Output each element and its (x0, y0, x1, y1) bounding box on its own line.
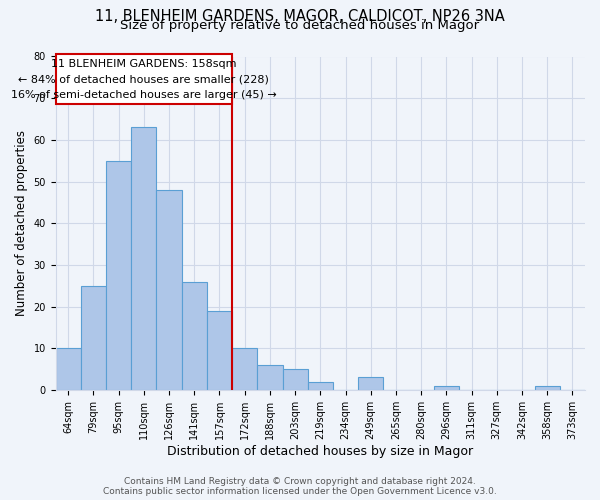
Bar (56, 348, 81, 390)
Bar (207, 310, 232, 390)
Text: Contains HM Land Registry data © Crown copyright and database right 2024.
Contai: Contains HM Land Registry data © Crown c… (103, 476, 497, 496)
Bar (257, 365, 283, 390)
Text: Size of property relative to detached houses in Magor: Size of property relative to detached ho… (121, 19, 479, 32)
Bar (232, 348, 257, 390)
Bar (283, 369, 308, 390)
Y-axis label: Number of detached properties: Number of detached properties (15, 130, 28, 316)
Bar (182, 282, 207, 390)
Bar (434, 386, 459, 390)
Bar (308, 382, 333, 390)
Bar (131, 128, 157, 390)
Bar (81, 286, 106, 390)
Bar (358, 378, 383, 390)
Text: 11, BLENHEIM GARDENS, MAGOR, CALDICOT, NP26 3NA: 11, BLENHEIM GARDENS, MAGOR, CALDICOT, N… (95, 9, 505, 24)
Bar (106, 160, 131, 390)
X-axis label: Distribution of detached houses by size in Magor: Distribution of detached houses by size … (167, 444, 473, 458)
FancyBboxPatch shape (56, 54, 232, 104)
Bar (157, 190, 182, 390)
Bar (535, 386, 560, 390)
Text: 11 BLENHEIM GARDENS: 158sqm
← 84% of detached houses are smaller (228)
16% of se: 11 BLENHEIM GARDENS: 158sqm ← 84% of det… (11, 59, 277, 100)
